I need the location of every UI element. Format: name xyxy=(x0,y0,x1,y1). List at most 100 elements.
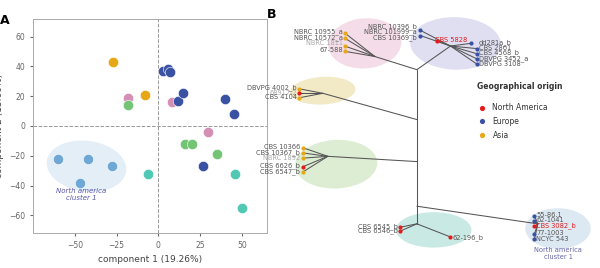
Point xyxy=(432,39,442,43)
Point xyxy=(75,180,85,185)
Point xyxy=(143,172,153,176)
Text: DBVPG 3108: DBVPG 3108 xyxy=(479,61,521,67)
Point xyxy=(340,44,349,48)
Point xyxy=(173,99,183,103)
Point xyxy=(530,232,539,236)
Text: DBVPG 3452_a: DBVPG 3452_a xyxy=(479,55,529,62)
Text: Geographical origin: Geographical origin xyxy=(478,82,563,91)
Point xyxy=(473,47,482,51)
Point xyxy=(180,142,190,146)
Text: 62-196_b: 62-196_b xyxy=(452,234,483,241)
Text: B: B xyxy=(268,8,277,21)
Point xyxy=(298,151,307,155)
Point xyxy=(229,112,238,116)
Text: CBS 10367_b: CBS 10367_b xyxy=(256,149,300,156)
Point xyxy=(298,156,307,160)
Point xyxy=(446,235,455,239)
Text: North America: North America xyxy=(493,103,548,112)
Point xyxy=(530,214,539,218)
Point xyxy=(466,41,475,46)
Text: Europe: Europe xyxy=(493,117,520,126)
Text: 62-1041: 62-1041 xyxy=(536,217,564,223)
Point xyxy=(340,49,349,53)
Point xyxy=(415,28,425,32)
Text: CBS 6545_b: CBS 6545_b xyxy=(358,223,398,230)
Point xyxy=(298,170,307,174)
Point xyxy=(53,157,63,161)
Point xyxy=(295,96,304,100)
Point xyxy=(187,142,197,146)
Text: NBRC 10572_a: NBRC 10572_a xyxy=(294,34,343,41)
Ellipse shape xyxy=(328,18,401,69)
Text: CBS 3082_b: CBS 3082_b xyxy=(536,222,576,229)
Point xyxy=(158,69,168,73)
Point xyxy=(340,31,349,35)
Point xyxy=(107,164,116,168)
Point xyxy=(473,62,482,66)
Point xyxy=(140,92,150,97)
X-axis label: component 1 (19.26%): component 1 (19.26%) xyxy=(98,255,202,264)
Text: CBS 5828: CBS 5828 xyxy=(436,37,467,43)
Point xyxy=(473,57,482,61)
Text: 55-86.1: 55-86.1 xyxy=(536,212,562,218)
Point xyxy=(230,172,240,176)
Point xyxy=(340,36,349,40)
Point xyxy=(298,146,307,150)
Text: CBS 4104: CBS 4104 xyxy=(265,94,297,100)
Point xyxy=(295,87,304,91)
Point xyxy=(478,119,487,124)
Text: NCYC 543: NCYC 543 xyxy=(536,236,569,241)
Ellipse shape xyxy=(295,140,377,189)
Text: CBS 10366: CBS 10366 xyxy=(264,144,300,150)
Point xyxy=(220,97,230,101)
Text: NBRC 10955_a: NBRC 10955_a xyxy=(294,29,343,35)
Text: CBS 4568_b: CBS 4568_b xyxy=(479,50,519,57)
Point xyxy=(109,60,118,64)
Point xyxy=(164,67,173,72)
Text: DBVPG 4002_b: DBVPG 4002_b xyxy=(247,85,297,91)
Text: CBS 2861: CBS 2861 xyxy=(479,45,511,51)
Text: NBRC 101999_a: NBRC 101999_a xyxy=(364,29,417,35)
Text: 67-588: 67-588 xyxy=(319,47,343,54)
Point xyxy=(530,224,539,229)
Point xyxy=(179,91,188,95)
Text: NBRC 1811: NBRC 1811 xyxy=(306,40,343,46)
Text: North america
cluster 1: North america cluster 1 xyxy=(56,188,107,202)
Point xyxy=(124,103,133,107)
Ellipse shape xyxy=(47,140,126,192)
Text: CBS 10369_b: CBS 10369_b xyxy=(373,34,417,41)
Ellipse shape xyxy=(290,77,355,105)
Point xyxy=(530,218,539,223)
Text: CBS 6547_b: CBS 6547_b xyxy=(260,168,300,175)
Text: 68917-2: 68917-2 xyxy=(269,90,297,95)
Ellipse shape xyxy=(410,17,501,70)
Point xyxy=(415,33,425,38)
Point xyxy=(298,165,307,169)
Text: CBS 6546_b: CBS 6546_b xyxy=(358,227,398,234)
Point xyxy=(124,95,133,100)
Point xyxy=(395,229,405,233)
Y-axis label: component 2 (13.60%): component 2 (13.60%) xyxy=(0,74,4,178)
Point xyxy=(473,52,482,56)
Point xyxy=(167,100,176,104)
Ellipse shape xyxy=(396,212,472,248)
Point xyxy=(530,237,539,241)
Point xyxy=(478,133,487,137)
Text: NBRC 10396_b: NBRC 10396_b xyxy=(368,24,417,30)
Text: 77-1003: 77-1003 xyxy=(536,230,564,236)
Point xyxy=(295,91,304,95)
Text: Asia: Asia xyxy=(493,131,509,140)
Text: dd281a_b: dd281a_b xyxy=(479,39,512,46)
Point xyxy=(478,106,487,110)
Point xyxy=(199,164,208,168)
Point xyxy=(212,152,221,157)
Text: CBS 6626_b: CBS 6626_b xyxy=(260,163,300,169)
Text: North america
cluster 1: North america cluster 1 xyxy=(534,247,582,260)
Point xyxy=(83,157,93,161)
Point xyxy=(237,206,247,210)
Text: NBRC 1892: NBRC 1892 xyxy=(263,155,300,161)
Point xyxy=(395,225,405,229)
Text: A: A xyxy=(0,14,10,28)
Point xyxy=(165,70,175,75)
Point xyxy=(203,130,214,134)
